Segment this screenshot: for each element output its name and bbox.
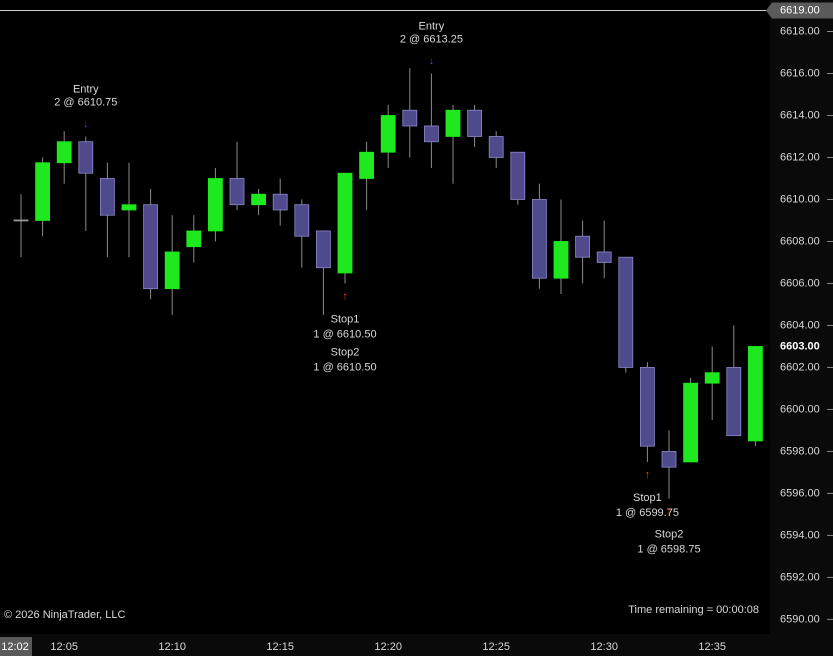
candle-body [207, 178, 223, 232]
candle-body [726, 367, 742, 437]
candle-body [704, 372, 720, 384]
candle-body [315, 230, 331, 269]
candle-body [35, 162, 50, 221]
y-tick-label: 6602.00 [780, 361, 820, 373]
y-tick-label: 6608.00 [780, 235, 820, 247]
candle-body [100, 178, 115, 216]
candle-body [56, 141, 72, 164]
candle-body [164, 251, 180, 290]
y-tick-label: 6614.00 [780, 109, 820, 121]
candle-body [575, 235, 590, 258]
crosshair-price-box [766, 2, 833, 19]
candle-body [121, 204, 137, 211]
annotation-text: Stop1 [331, 313, 360, 325]
annotation-text: Entry [419, 20, 445, 32]
copyright: © 2026 NinjaTrader, LLC [4, 609, 125, 621]
annotation-text: Stop2 [331, 346, 360, 358]
candle-body [488, 136, 504, 158]
candle-body [380, 115, 396, 153]
y-tick-label: 6594.00 [780, 529, 820, 541]
annotation-text: 1 @ 6610.50 [313, 328, 376, 340]
y-tick-label: 6604.00 [780, 319, 820, 331]
candle-body [143, 204, 159, 290]
candle-body [553, 241, 569, 279]
y-tick-label: 6590.00 [780, 613, 820, 625]
y-tick-label: 6610.00 [780, 193, 820, 205]
x-tick-label: 12:15 [266, 641, 294, 653]
stop-arrow: ↑ [645, 469, 651, 481]
stop-arrow: ↑ [342, 290, 348, 302]
y-tick-label: 6592.00 [780, 571, 820, 583]
last-price-label: 6603.00 [780, 340, 820, 352]
candle-body [510, 151, 526, 200]
x-tick-label: 12:20 [374, 641, 402, 653]
y-tick-label: 6618.00 [780, 25, 820, 37]
entry-arrow: ↓ [83, 119, 88, 130]
x-tick-label: 12:10 [158, 641, 186, 653]
candle-body [445, 109, 461, 137]
candle-body [532, 199, 547, 279]
y-tick-label: 6606.00 [780, 277, 820, 289]
candle-body [78, 141, 94, 174]
annotation-text: 2 @ 6610.75 [54, 96, 117, 108]
x-tick-label: 12:30 [590, 641, 618, 653]
candle-body [618, 256, 634, 368]
candle-body [748, 346, 763, 442]
candle-body [596, 251, 612, 263]
y-tick-label: 6600.00 [780, 403, 820, 415]
candle-body [467, 109, 483, 137]
candle-body [640, 367, 655, 447]
x-tick-label: 12:25 [482, 641, 510, 653]
candle-body [661, 451, 677, 468]
candle-body [337, 172, 353, 274]
annotation-text: 1 @ 6599.75 [616, 507, 679, 519]
time-axis-area [0, 634, 833, 656]
crosshair-time-box [0, 637, 32, 656]
x-tick-label: 12:35 [698, 641, 726, 653]
candle-body [229, 178, 245, 206]
x-tick-label: 12:05 [50, 641, 78, 653]
candle-body [294, 204, 310, 237]
annotation-text: 2 @ 6613.25 [400, 33, 463, 45]
crosshair-price-label: 6619.00 [780, 4, 820, 16]
y-tick-label: 6612.00 [780, 151, 820, 163]
y-tick-label: 6598.00 [780, 445, 820, 457]
annotation-text: Entry [73, 83, 99, 95]
y-tick-label: 6596.00 [780, 487, 820, 499]
annotation-text: 1 @ 6610.50 [313, 361, 376, 373]
annotation-text: Stop1 [633, 492, 662, 504]
y-tick-label: 6616.00 [780, 67, 820, 79]
annotation-text: 1 @ 6598.75 [637, 544, 700, 556]
price-axis-area [770, 0, 833, 656]
candle-body [13, 219, 29, 222]
time-remaining: Time remaining = 00:00:08 [628, 604, 759, 616]
candle-body [683, 382, 698, 463]
candle-body [359, 151, 375, 179]
last-price-box [776, 339, 826, 354]
annotation-text: Stop2 [655, 529, 684, 541]
candle-body [272, 193, 288, 211]
entry-arrow: ↓ [429, 56, 434, 67]
candle-body [402, 109, 418, 127]
candle-body [423, 125, 439, 143]
crosshair-time-label: 12:02 [1, 641, 29, 653]
candle-body [186, 230, 202, 248]
candle-body [251, 193, 267, 206]
stop-arrow: ↑ [666, 506, 672, 518]
